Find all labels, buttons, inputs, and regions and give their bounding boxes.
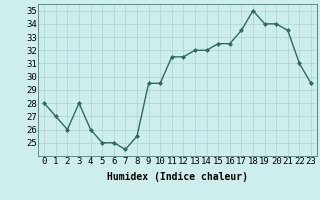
X-axis label: Humidex (Indice chaleur): Humidex (Indice chaleur) [107,172,248,182]
